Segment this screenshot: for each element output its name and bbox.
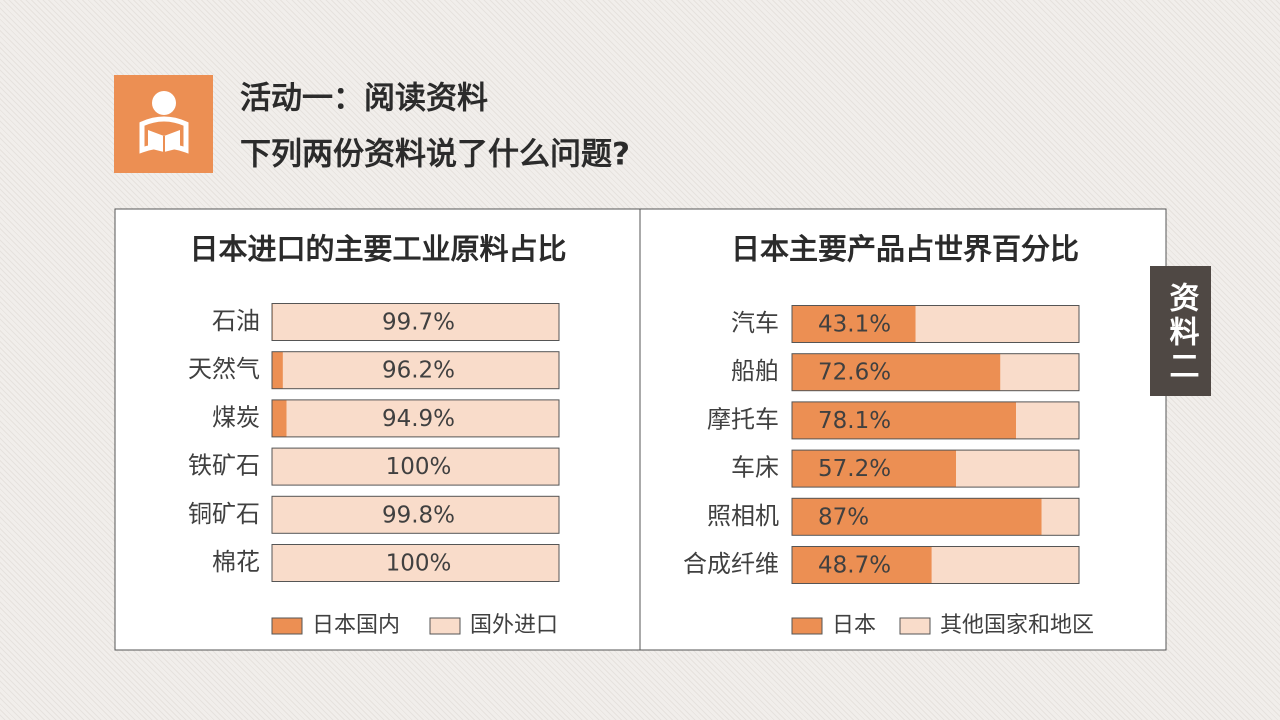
category-label: 照相机 bbox=[707, 502, 779, 530]
bar-outline bbox=[791, 401, 1080, 440]
bar-segment bbox=[272, 496, 559, 534]
bar-outline bbox=[791, 497, 1080, 536]
bar-segment bbox=[1041, 498, 1079, 536]
bar-outline bbox=[791, 353, 1080, 392]
bar-segment bbox=[792, 546, 932, 584]
category-label: 石油 bbox=[212, 307, 260, 335]
legend-label: 其他国家和地区 bbox=[940, 613, 1094, 638]
bar-segment bbox=[1016, 401, 1079, 439]
bar-segment bbox=[792, 450, 957, 488]
bar-outline bbox=[791, 305, 1080, 343]
category-label: 船舶 bbox=[731, 357, 779, 385]
value-label: 43.1% bbox=[818, 312, 891, 338]
bar-segment bbox=[286, 399, 559, 437]
category-label: 车床 bbox=[731, 454, 779, 482]
chart-title: 日本进口的主要工业原料占比 bbox=[189, 232, 566, 266]
reader-icon bbox=[114, 75, 213, 173]
bar-segment bbox=[1000, 353, 1079, 391]
value-label: 100% bbox=[386, 454, 452, 480]
value-label: 48.7% bbox=[818, 553, 891, 579]
bar-segment bbox=[956, 450, 1079, 488]
category-label: 煤炭 bbox=[212, 403, 260, 431]
bar-segment bbox=[272, 399, 287, 437]
category-label: 铜矿石 bbox=[188, 500, 260, 528]
legend-label: 日本 bbox=[832, 613, 876, 638]
bar-segment bbox=[272, 351, 283, 389]
bar-segment bbox=[272, 448, 559, 486]
category-label: 铁矿石 bbox=[188, 452, 260, 480]
bar-outline bbox=[271, 495, 560, 534]
legend-swatch bbox=[899, 617, 931, 635]
bar-segment bbox=[272, 544, 559, 582]
category-label: 汽车 bbox=[731, 309, 779, 337]
bar-segment bbox=[792, 305, 916, 343]
bar-segment bbox=[931, 546, 1079, 584]
category-label: 摩托车 bbox=[707, 405, 779, 433]
bar-outline bbox=[271, 447, 560, 486]
bar-outline bbox=[271, 399, 560, 438]
bar-segment bbox=[272, 303, 559, 341]
value-label: 72.6% bbox=[818, 360, 891, 386]
legend-swatch bbox=[791, 617, 823, 635]
legend-label: 日本国内 bbox=[312, 613, 400, 638]
bar-outline bbox=[791, 546, 1080, 584]
chart-title: 日本主要产品占世界百分比 bbox=[731, 232, 1079, 266]
slide-question: 下列两份资料说了什么问题? bbox=[240, 137, 630, 173]
bar-outline bbox=[271, 303, 560, 341]
bar-segment bbox=[792, 498, 1042, 536]
category-label: 天然气 bbox=[188, 355, 260, 383]
legend-swatch bbox=[429, 617, 461, 635]
side-tab-label: 资料二 bbox=[1164, 282, 1200, 384]
value-label: 96.2% bbox=[382, 358, 455, 384]
slide-title: 活动一：阅读资料 bbox=[240, 81, 488, 117]
bar-segment bbox=[915, 305, 1079, 343]
value-label: 99.7% bbox=[382, 310, 455, 336]
value-label: 78.1% bbox=[818, 408, 891, 434]
bar-segment bbox=[792, 401, 1017, 439]
category-label: 合成纤维 bbox=[683, 550, 779, 578]
value-label: 87% bbox=[818, 504, 869, 530]
bar-segment bbox=[282, 351, 559, 389]
bar-outline bbox=[791, 449, 1080, 488]
bar-outline bbox=[271, 544, 560, 582]
legend-swatch bbox=[271, 617, 303, 635]
value-label: 99.8% bbox=[382, 502, 455, 528]
bar-segment bbox=[792, 353, 1001, 391]
value-label: 57.2% bbox=[818, 456, 891, 482]
bar-outline bbox=[271, 351, 560, 390]
side-tab bbox=[1150, 266, 1211, 396]
value-label: 94.9% bbox=[382, 406, 455, 432]
category-label: 棉花 bbox=[212, 548, 260, 576]
value-label: 100% bbox=[386, 551, 452, 577]
legend-label: 国外进口 bbox=[470, 613, 558, 638]
